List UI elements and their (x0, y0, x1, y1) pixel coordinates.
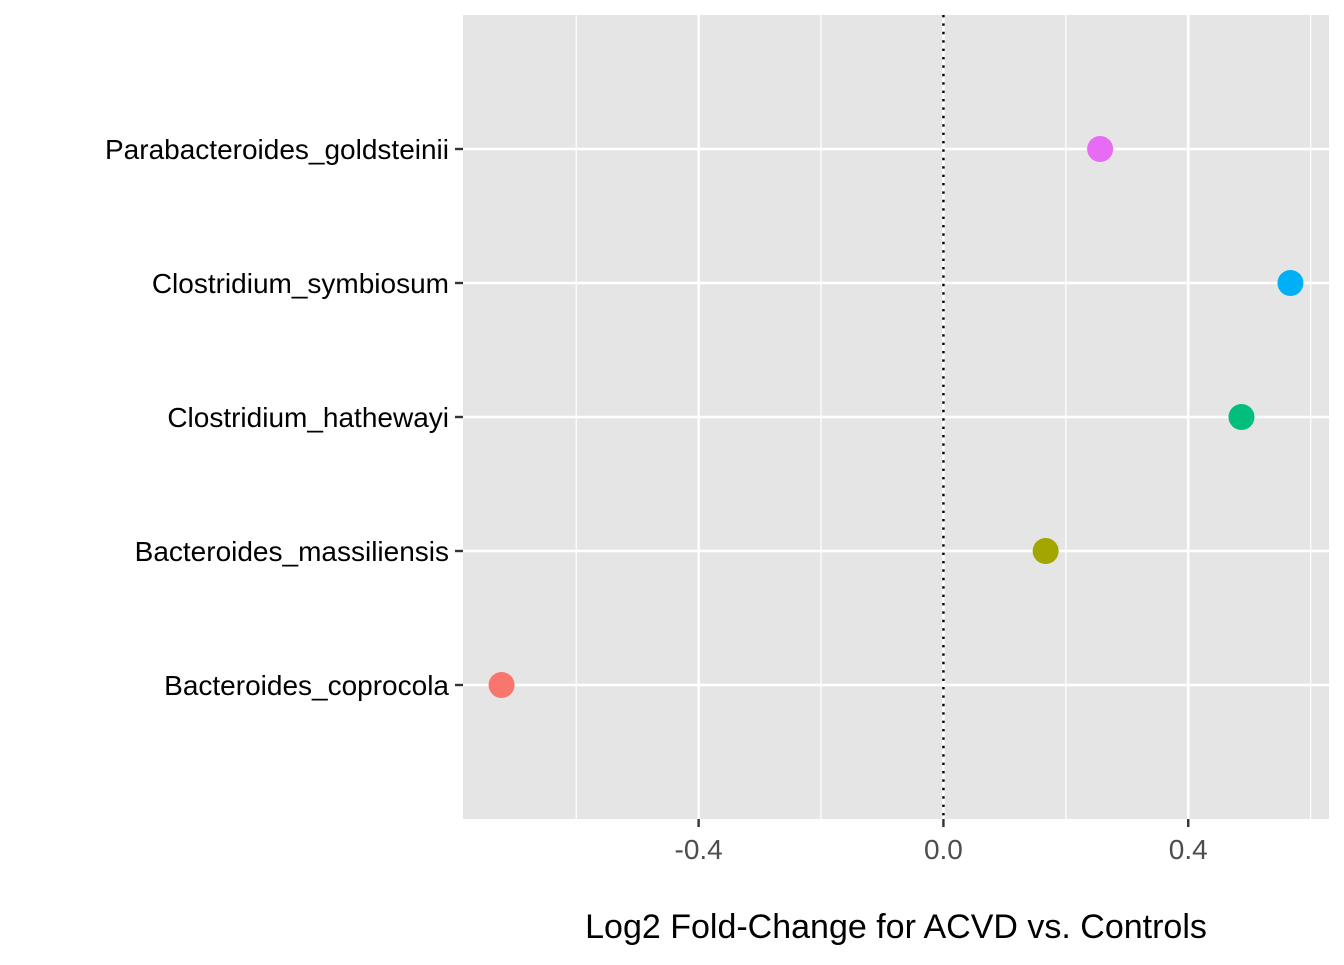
y-tick-label: Bacteroides_coprocola (164, 670, 449, 701)
data-points (488, 136, 1304, 698)
data-point (1087, 136, 1114, 162)
y-tick-label: Parabacteroides_goldsteinii (105, 134, 449, 165)
y-tick-label: Clostridium_symbiosum (152, 268, 449, 299)
data-point (1228, 404, 1255, 430)
x-axis-title: Log2 Fold-Change for ACVD vs. Controls (585, 908, 1207, 946)
x-tick-label: -0.4 (675, 834, 723, 865)
x-tick-label: 0.0 (924, 834, 963, 865)
y-axis: Bacteroides_coprocola Bacteroides_massili… (105, 134, 463, 701)
data-point (1277, 270, 1304, 296)
data-point (488, 672, 515, 698)
data-point (1032, 538, 1059, 564)
major-gridlines-y (463, 147, 1329, 687)
x-tick-label: 0.4 (1169, 834, 1208, 865)
x-axis: -0.4 0.0 0.4 (675, 819, 1208, 865)
y-tick-label: Bacteroides_massiliensis (135, 536, 449, 567)
y-tick-label: Clostridium_hathewayi (167, 402, 449, 433)
